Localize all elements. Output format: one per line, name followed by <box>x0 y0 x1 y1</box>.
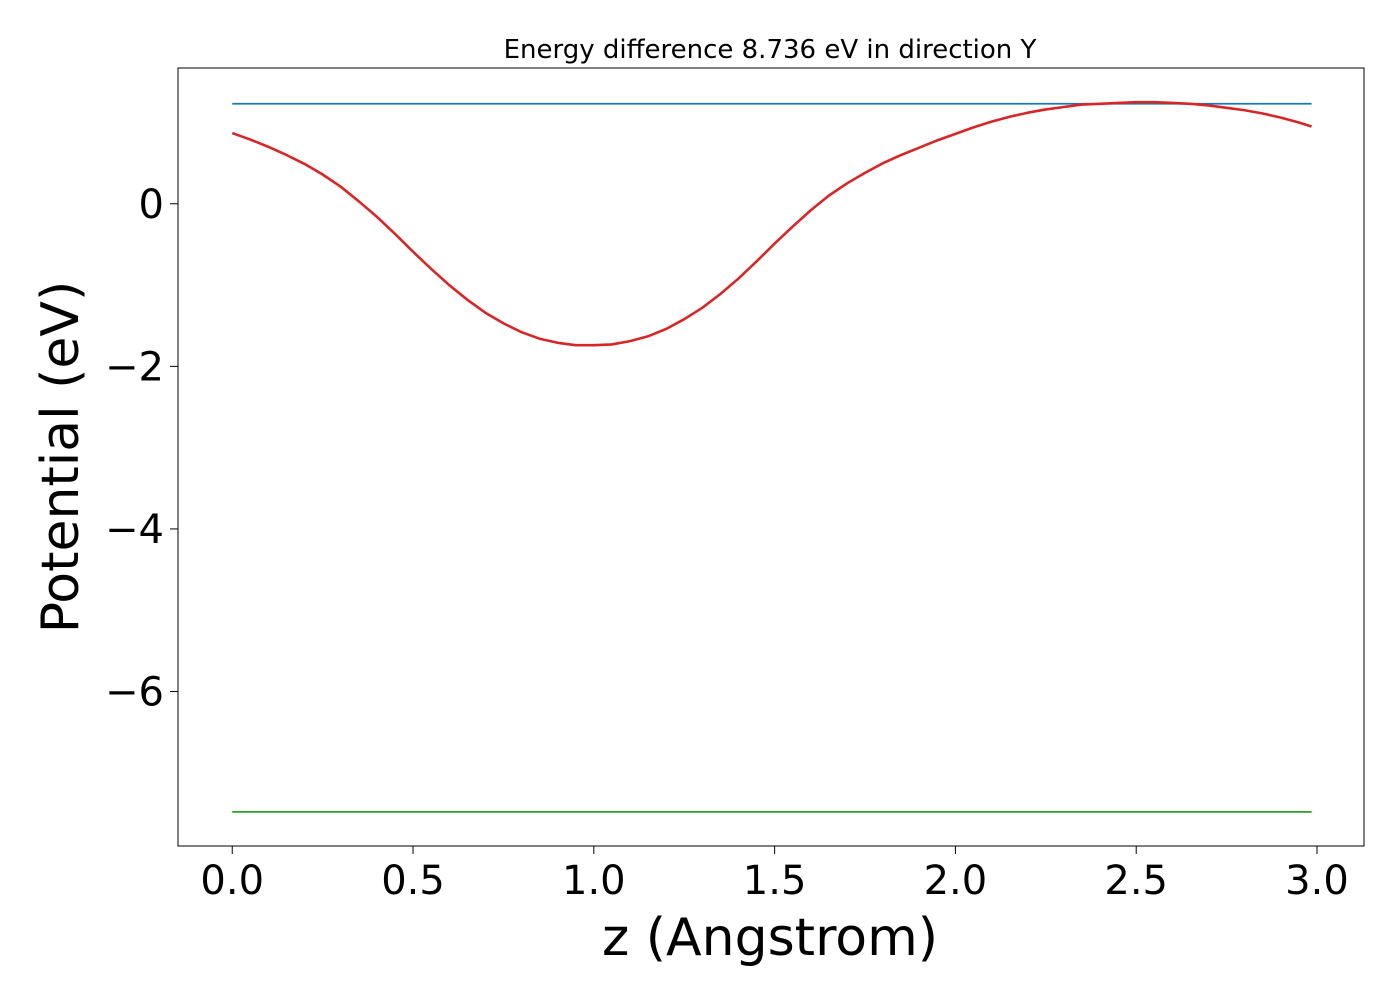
y-tick-label: 0 <box>139 182 164 228</box>
y-tick-label: −2 <box>105 344 164 390</box>
x-tick-label: 0.0 <box>200 858 264 904</box>
y-axis-label: Potential (eV) <box>31 281 91 633</box>
chart-title: Energy difference 8.736 eV in direction … <box>504 35 1037 65</box>
axes-frame <box>177 67 1365 847</box>
x-tick-label: 2.0 <box>924 858 988 904</box>
series-line-2 <box>231 100 1312 347</box>
y-tick-label: −4 <box>105 507 164 553</box>
y-tick-label: −6 <box>105 670 164 716</box>
x-tick-label: 2.5 <box>1104 858 1168 904</box>
x-tick-label: 0.5 <box>381 858 445 904</box>
x-tick-label: 3.0 <box>1285 858 1349 904</box>
plot-lines <box>231 100 1312 813</box>
x-tick-label: 1.5 <box>743 858 807 904</box>
x-tick-label: 1.0 <box>562 858 626 904</box>
x-axis-label: z (Angstrom) <box>602 908 938 968</box>
y-axis-ticks: 0 −2 −4 −6 <box>105 182 178 716</box>
x-axis-ticks: 0.0 0.5 1.0 1.5 2.0 2.5 3.0 <box>200 846 1349 904</box>
